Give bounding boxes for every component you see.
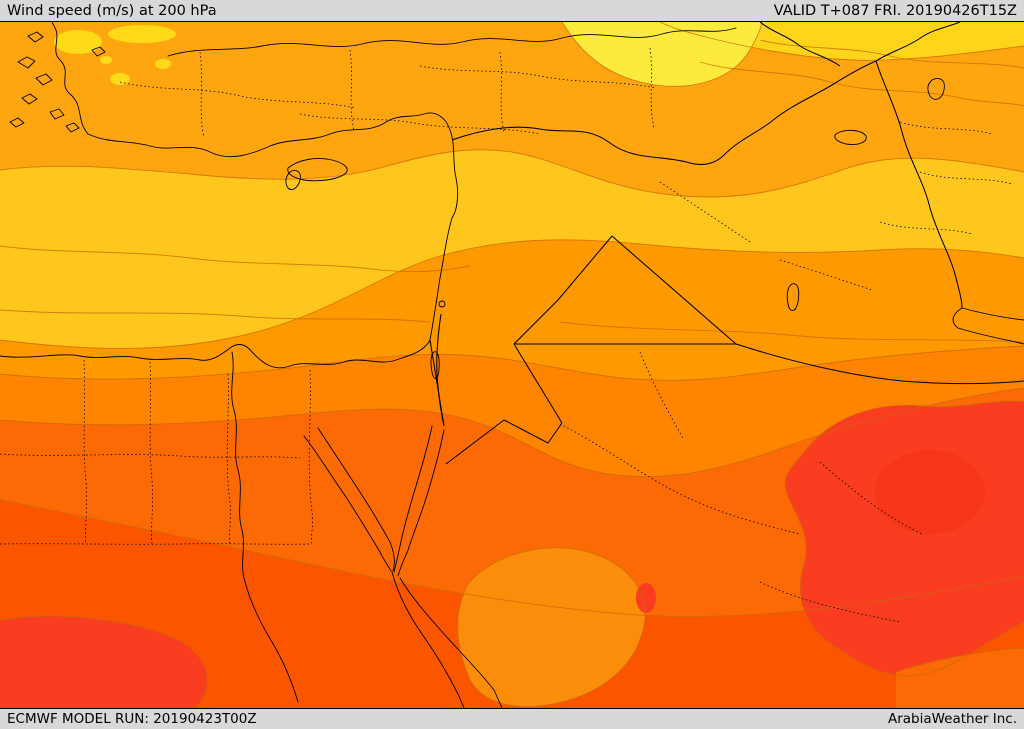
- yellow-patch: [100, 56, 112, 64]
- island: [27, 31, 44, 43]
- red-sea-east-coast: [399, 577, 503, 708]
- footer-bar: ECMWF MODEL RUN: 20190423T00Z ArabiaWeat…: [0, 708, 1024, 729]
- gulf-of-aqaba-west: [393, 425, 433, 573]
- gulf-of-aqaba-east: [397, 429, 445, 577]
- contour-line: [457, 547, 646, 707]
- admin-boundary: [308, 369, 313, 545]
- small-red-spot: [636, 583, 656, 613]
- contour-line: [699, 61, 1024, 107]
- country-borders: [429, 22, 1024, 465]
- persian-gulf-south-shore: [957, 327, 1024, 345]
- island: [49, 108, 65, 120]
- cyprus-island: [287, 157, 348, 182]
- admin-boundaries: [0, 47, 1013, 623]
- lake-tharthar: [786, 283, 800, 311]
- admin-boundary: [779, 259, 873, 291]
- coastline-black-sea: [167, 27, 737, 57]
- admin-boundary: [639, 351, 685, 441]
- admin-boundary: [819, 461, 923, 535]
- coastline-aegean: [51, 22, 89, 135]
- island: [17, 56, 36, 69]
- red-core: [875, 450, 985, 534]
- yellow-patches-topleft: [54, 25, 176, 85]
- admin-boundary: [199, 51, 205, 139]
- map-title: Wind speed (m/s) at 200 hPa: [7, 2, 217, 19]
- lake-urmia: [927, 78, 945, 100]
- brand-label: ArabiaWeather Inc.: [887, 711, 1017, 727]
- band-top-orange: [0, 22, 1024, 198]
- island: [21, 93, 38, 105]
- contour-line: [0, 309, 431, 323]
- islands: [9, 31, 348, 182]
- coastline-levant-egypt: [0, 217, 453, 369]
- yellow-patch: [155, 59, 171, 69]
- admin-boundary: [349, 49, 355, 131]
- admin-boundary: [919, 171, 1013, 185]
- contour-line: [0, 387, 1024, 478]
- gulf-of-suez-west: [303, 435, 392, 572]
- red-blob-bottom-left: [0, 616, 208, 708]
- valid-time-label: VALID T+087 FRI. 20190426T15Z: [773, 2, 1017, 19]
- yellow-patch: [108, 25, 176, 43]
- nile-river: [231, 351, 299, 703]
- border-saudi-iraq-east: [735, 343, 1024, 385]
- sea-of-galilee: [438, 300, 446, 308]
- contour-line: [659, 22, 1024, 61]
- border-israel-jordan: [436, 313, 445, 427]
- contour-line: [759, 39, 1024, 69]
- admin-boundary: [0, 453, 301, 459]
- lakes: [285, 78, 945, 379]
- border-turkey-caucasus: [875, 22, 961, 62]
- island: [91, 46, 106, 57]
- header-bar: Wind speed (m/s) at 200 hPa VALID T+087 …: [0, 0, 1024, 22]
- island: [65, 122, 80, 133]
- admin-boundary: [759, 581, 901, 623]
- coastline-south-turkey: [87, 112, 459, 219]
- admin-boundary: [83, 359, 87, 545]
- contour-line: [784, 400, 1024, 677]
- coastlines: [0, 22, 1024, 708]
- weather-map: [0, 22, 1024, 708]
- contour-line: [0, 615, 208, 708]
- contour-line: [895, 647, 1024, 673]
- border-iraq-iran: [875, 60, 963, 309]
- contour-line: [0, 149, 1024, 198]
- admin-boundary: [559, 423, 801, 535]
- persian-gulf-north-shore: [961, 307, 1024, 321]
- border-turkey-syria-iraq: [451, 60, 877, 166]
- contour-line: [0, 245, 471, 273]
- light-orange-patch-redsea: [457, 547, 646, 707]
- admin-boundary: [119, 81, 357, 109]
- model-run-label: ECMWF MODEL RUN: 20190423T00Z: [7, 711, 257, 727]
- red-sea-west-coast: [391, 571, 465, 708]
- contour-line: [561, 22, 763, 87]
- red-blob-right: [785, 401, 1024, 676]
- contour-lines: [0, 22, 1024, 708]
- yellow-patch: [110, 73, 130, 85]
- contour-line: [0, 239, 1024, 349]
- border-georgia-armenia: [759, 22, 841, 67]
- border-jordan-north: [513, 235, 613, 345]
- admin-boundary: [499, 51, 505, 133]
- admin-boundary: [659, 181, 751, 243]
- island: [35, 73, 53, 86]
- persian-gulf-head: [952, 307, 963, 329]
- lake-van: [834, 129, 867, 145]
- gulf-of-suez-east: [317, 427, 395, 572]
- yellow-patch: [54, 30, 102, 54]
- wind-speed-bands: [0, 22, 1024, 708]
- rivers: [231, 351, 299, 703]
- border-jordan-east-lower: [513, 343, 563, 424]
- admin-boundary: [649, 47, 655, 129]
- contour-line: [0, 345, 1024, 381]
- island: [9, 117, 25, 128]
- lake-tuz: [285, 169, 301, 191]
- contour-line: [0, 499, 1024, 617]
- contour-line: [559, 321, 1024, 343]
- border-syria-iraq: [611, 235, 737, 345]
- admin-boundary: [299, 113, 541, 135]
- border-jordan-saudi-zigzag: [445, 419, 563, 465]
